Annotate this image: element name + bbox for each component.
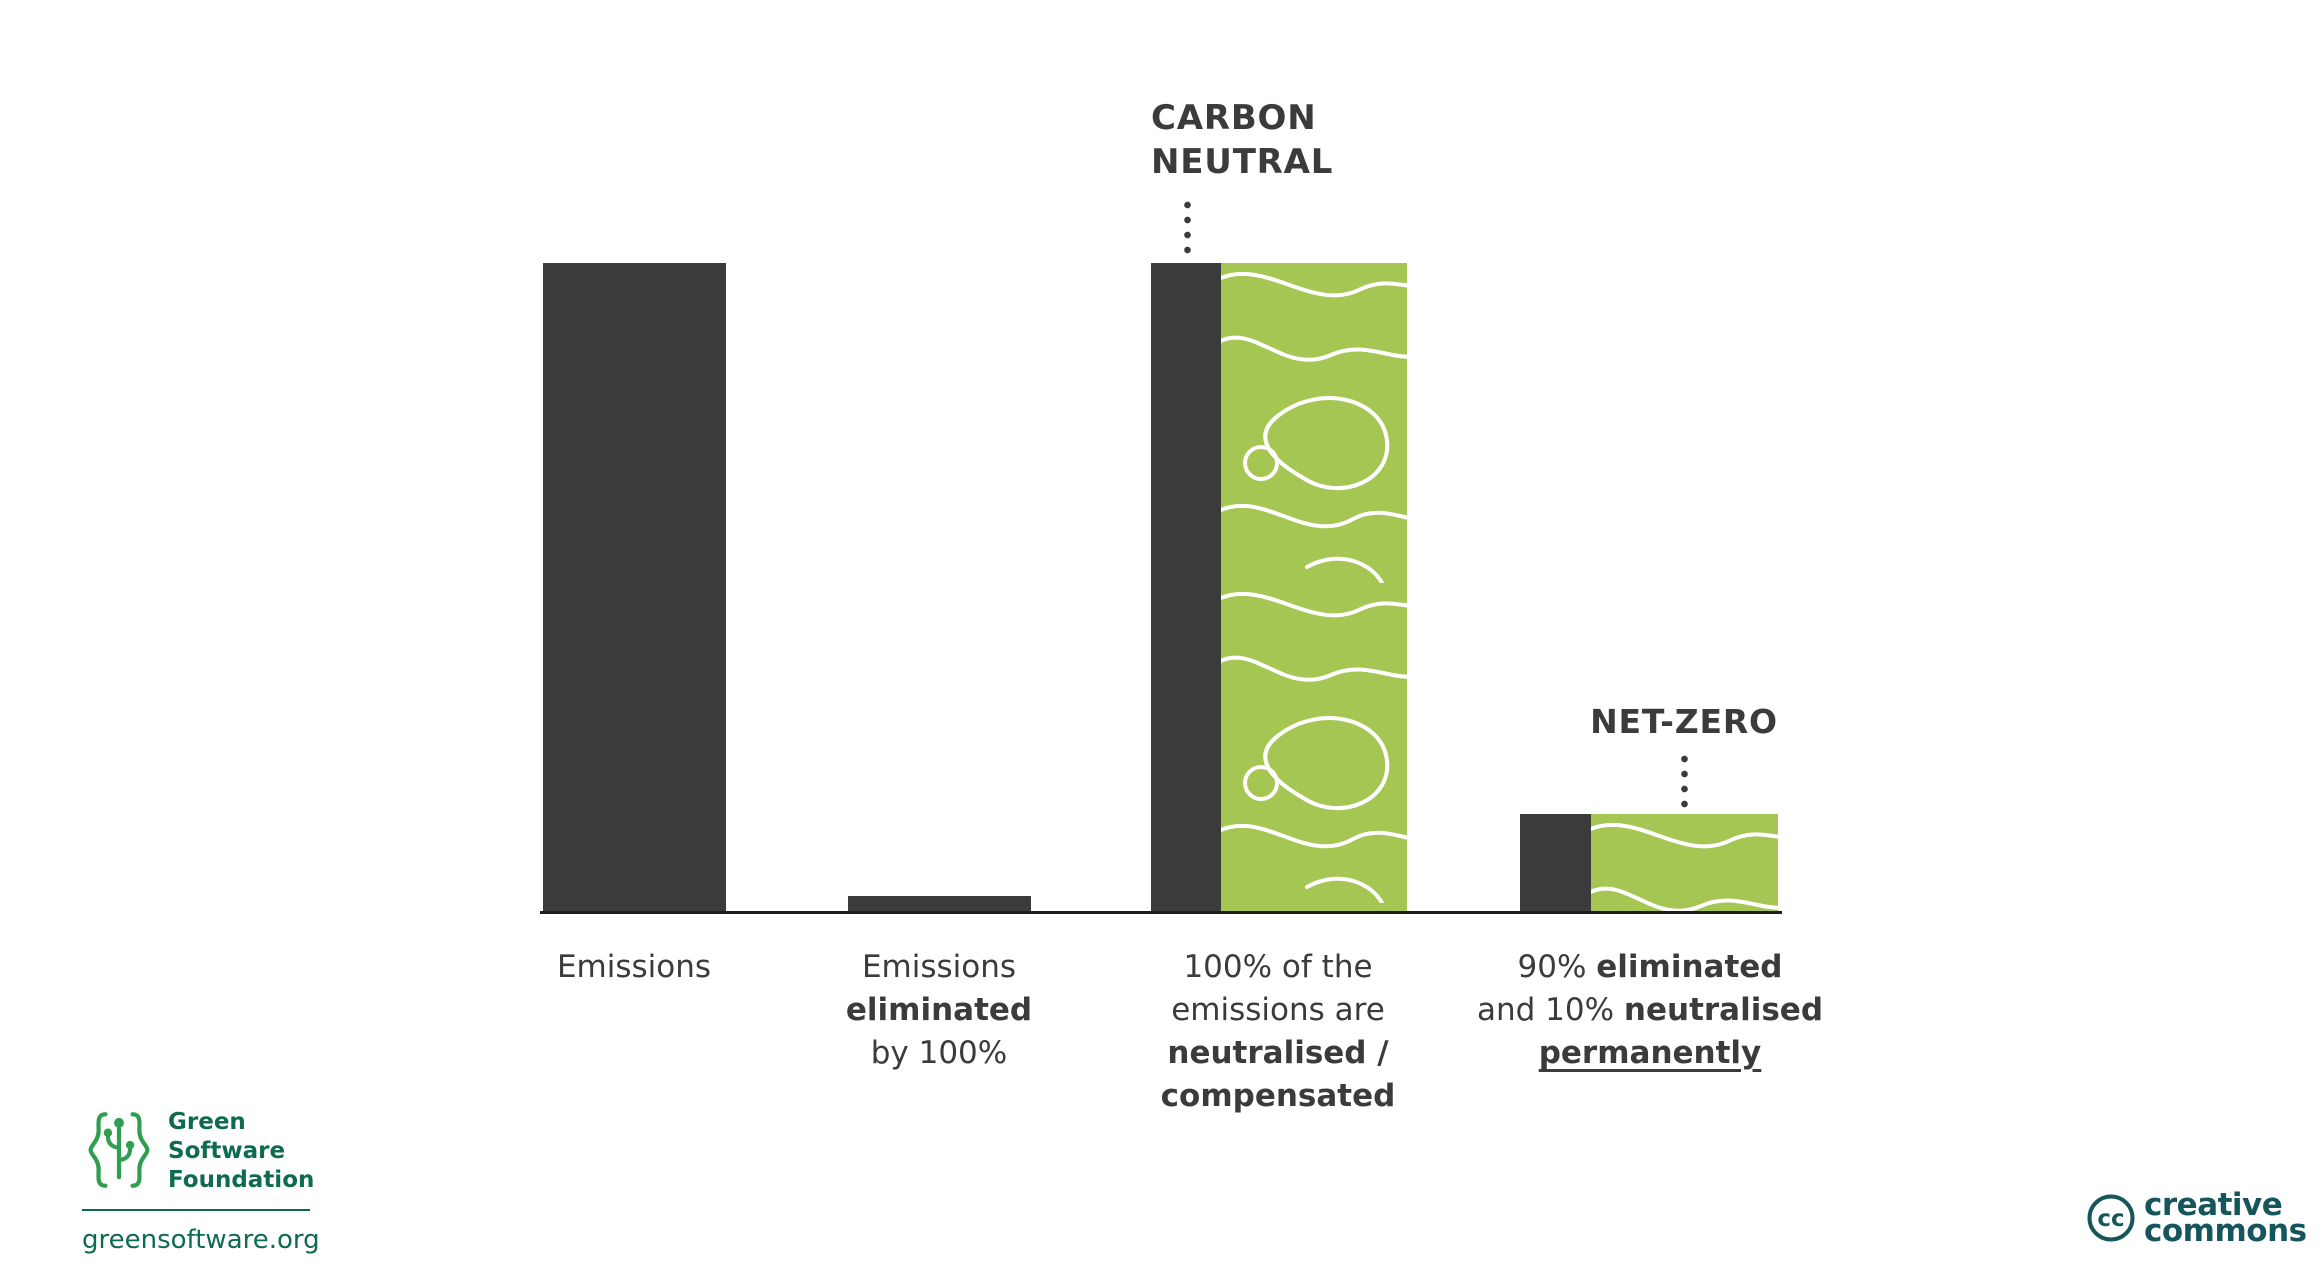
bar-net-zero-emissions <box>1520 814 1591 913</box>
label-emissions: Emissions <box>404 946 864 989</box>
carbon-neutral-annotation: CARBON NEUTRAL <box>1151 96 1333 184</box>
contour-pattern-fill <box>1221 263 1407 913</box>
carbon-neutral-label-line1: CARBON <box>1151 98 1317 138</box>
label-line: Emissions <box>556 949 712 985</box>
label-carbon-neutral-bar: 100% of the emissions are neutralised / … <box>1048 946 1508 1118</box>
label-emissions-eliminated: Emissions eliminated by 100% <box>709 946 1169 1075</box>
gsf-divider <box>82 1209 310 1211</box>
gsf-wordmark-line3: Foundation <box>168 1167 315 1193</box>
label-line: neutralised / <box>1167 1035 1389 1071</box>
label-line: eliminated <box>845 992 1033 1028</box>
label-line: 100% of the <box>1183 949 1373 985</box>
gsf-website-text: greensoftware.org <box>82 1225 320 1255</box>
label-line: Emissions <box>861 949 1017 985</box>
label-line: permanently <box>1538 1035 1762 1071</box>
bar-carbon-neutral-emissions <box>1151 263 1221 913</box>
gsf-wordmark-line1: Green <box>168 1109 246 1135</box>
bar-net-zero-offsets <box>1591 814 1778 913</box>
bar-emissions-eliminated <box>848 896 1031 913</box>
creative-commons-mark: cc creative commons <box>2086 1187 2307 1249</box>
label-net-zero-bar: 90% eliminated and 10% neutralised perma… <box>1420 946 1880 1075</box>
cc-wordmark-line2: commons <box>2144 1213 2307 1249</box>
label-line: by 100% <box>870 1035 1008 1071</box>
carbon-neutral-dotted-connector <box>1183 198 1192 258</box>
gsf-wordmark-line2: Software <box>168 1138 286 1164</box>
net-zero-dotted-connector <box>1680 752 1689 808</box>
net-zero-annotation: NET-ZERO <box>1534 700 1834 744</box>
cc-wordmark-line1: creative <box>2144 1187 2283 1223</box>
label-line: compensated <box>1160 1078 1396 1114</box>
chart-baseline <box>540 911 1782 914</box>
gsf-wordmark: Green Software Foundation <box>168 1108 314 1195</box>
gsf-logo-lockup: Green Software Foundation greensoftware.… <box>82 1108 382 1255</box>
label-line: emissions are <box>1171 992 1385 1028</box>
label-line: and 10% neutralised <box>1476 992 1824 1028</box>
net-zero-label: NET-ZERO <box>1590 702 1778 741</box>
label-line: 90% eliminated <box>1517 949 1783 985</box>
cc-circle-icon: cc <box>2087 1194 2135 1242</box>
contour-pattern-fill <box>1591 814 1778 913</box>
gsf-seedling-braces-icon <box>82 1109 156 1195</box>
cc-badge-text: cc <box>2097 1206 2124 1232</box>
bar-carbon-neutral-offsets <box>1221 263 1407 913</box>
bar-emissions <box>543 263 726 913</box>
cc-wordmark: creative commons <box>2144 1187 2307 1249</box>
carbon-neutral-label-line2: NEUTRAL <box>1151 142 1334 182</box>
